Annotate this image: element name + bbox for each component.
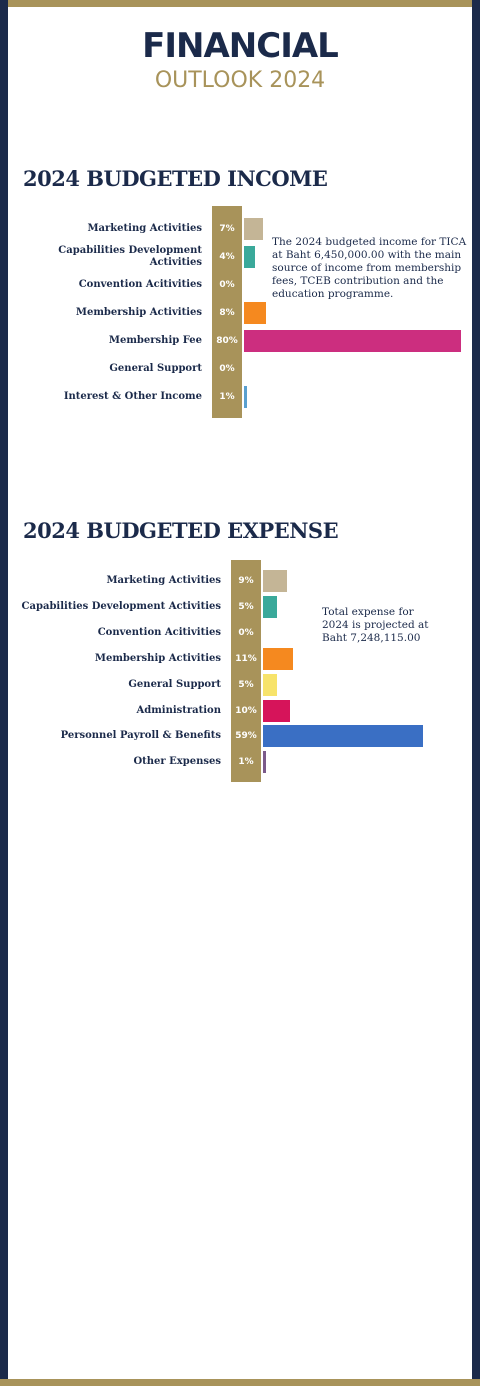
bar	[263, 647, 293, 670]
annotation: Total expense for 2024 is projected at B…	[322, 606, 429, 644]
value-label: 5%	[238, 601, 254, 612]
page-title: FINANCIAL	[142, 26, 339, 66]
value-label: 1%	[219, 392, 235, 402]
bar	[263, 725, 423, 748]
bar	[244, 246, 255, 268]
bar	[263, 595, 277, 618]
value-label: 10%	[235, 705, 257, 716]
bar	[244, 330, 461, 352]
category-label: Administration	[136, 704, 221, 716]
value-label: 1%	[238, 757, 254, 768]
bar	[263, 699, 291, 722]
chart-title: 2024 BUDGETED EXPENSE	[23, 518, 339, 543]
bottom-bar	[0, 1379, 480, 1386]
bar	[244, 302, 266, 324]
category-label: Capabilities Development Activities	[58, 245, 202, 268]
bar	[263, 673, 277, 696]
bar	[263, 751, 266, 774]
category-label: Marketing Activities	[87, 223, 202, 234]
value-label: 9%	[238, 576, 254, 586]
annotation: The 2024 budgeted income for TICA at Bah…	[272, 236, 467, 300]
value-label: 59%	[235, 731, 257, 742]
category-label: Marketing Activities	[106, 575, 221, 586]
left-border	[0, 0, 8, 1386]
value-label: 7%	[219, 224, 235, 234]
category-label: General Support	[109, 363, 202, 374]
category-label: Membership Activities	[75, 307, 202, 318]
chart-title: 2024 BUDGETED INCOME	[23, 166, 328, 191]
value-label: 0%	[219, 280, 235, 290]
value-label: 0%	[219, 364, 235, 374]
top-bar	[0, 0, 480, 7]
bar	[244, 386, 247, 408]
category-label: Personnel Payroll & Benefits	[60, 730, 221, 742]
label-column	[231, 560, 261, 782]
value-label: 8%	[219, 308, 235, 318]
category-label: Convention Acitivities	[97, 626, 221, 638]
label-column	[212, 206, 242, 418]
category-label: Other Expenses	[133, 756, 221, 768]
category-label: Capabilities Development Activities	[21, 600, 221, 612]
right-border	[472, 0, 480, 1386]
bar	[263, 570, 288, 592]
value-label: 80%	[216, 336, 238, 346]
value-label: 5%	[238, 679, 254, 690]
category-label: General Support	[128, 678, 221, 690]
value-label: 4%	[219, 252, 235, 262]
category-label: Membership Fee	[108, 335, 202, 346]
category-label: Convention Acitivities	[78, 279, 202, 290]
bar	[244, 218, 263, 240]
value-label: 11%	[235, 653, 257, 664]
category-label: Interest & Other Income	[63, 391, 202, 402]
page-subtitle: OUTLOOK 2024	[154, 68, 326, 93]
value-label: 0%	[238, 627, 254, 638]
category-label: Membership Activities	[94, 652, 221, 664]
